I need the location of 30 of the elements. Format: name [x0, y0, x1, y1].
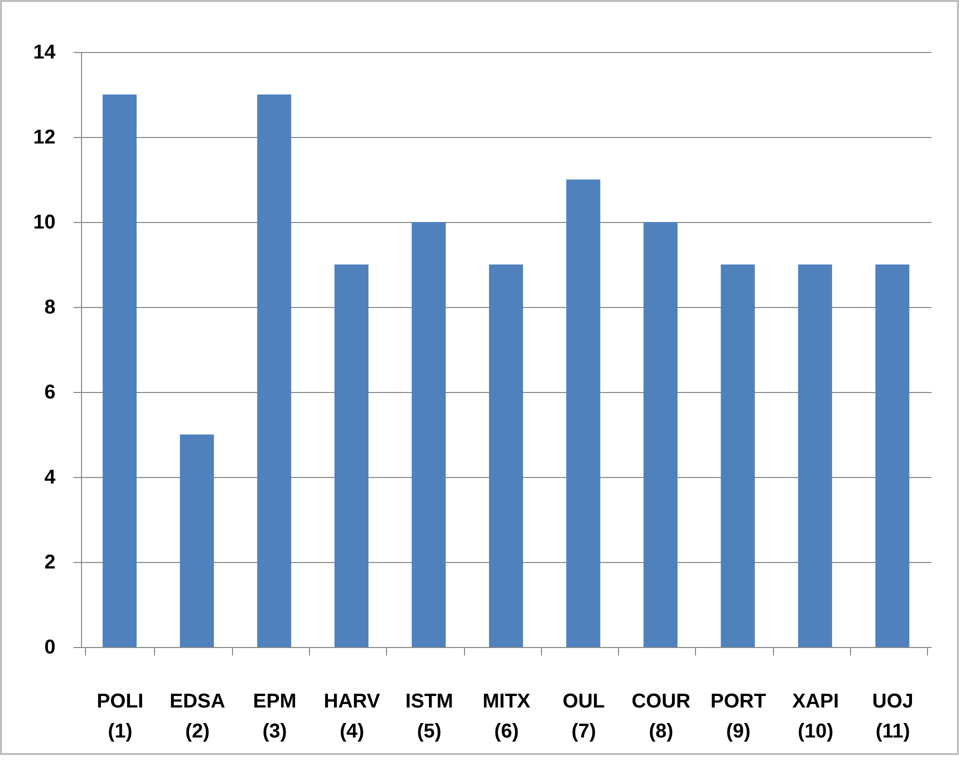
x-tick-label: ISTM (5) — [405, 690, 454, 742]
x-tick-label: OUL (7) — [562, 690, 605, 742]
y-tick-label: 0 — [44, 636, 56, 658]
y-tick-label: 2 — [44, 552, 56, 574]
x-tick-label: HARV (4) — [324, 690, 381, 742]
y-tick-label: 14 — [33, 42, 56, 64]
bar — [566, 180, 600, 647]
y-tick-label: 6 — [44, 382, 56, 404]
x-tick-label: EDSA (2) — [170, 690, 226, 742]
x-tick-label: COUR (8) — [632, 690, 692, 742]
bar — [102, 94, 137, 647]
x-tick-label: POLI (1) — [96, 690, 144, 742]
y-tick-label: 4 — [44, 466, 56, 488]
x-tick-label: UOJ (11) — [872, 690, 914, 742]
bar — [412, 222, 446, 647]
bar — [798, 264, 832, 647]
y-tick-label: 10 — [33, 212, 56, 234]
bar — [257, 94, 292, 647]
bar — [644, 222, 678, 647]
bar — [875, 264, 910, 647]
x-tick-label: PORT (9) — [710, 690, 766, 742]
bar — [720, 264, 755, 647]
x-tick-label: MITX (6) — [482, 690, 532, 742]
bar — [180, 434, 214, 647]
y-tick-label: 8 — [44, 296, 56, 318]
bar — [334, 264, 368, 647]
y-tick-label: 12 — [33, 126, 56, 148]
x-tick-label: EPM (3) — [253, 690, 296, 742]
bar — [489, 264, 523, 647]
x-tick-label: XAPI (10) — [792, 690, 839, 742]
